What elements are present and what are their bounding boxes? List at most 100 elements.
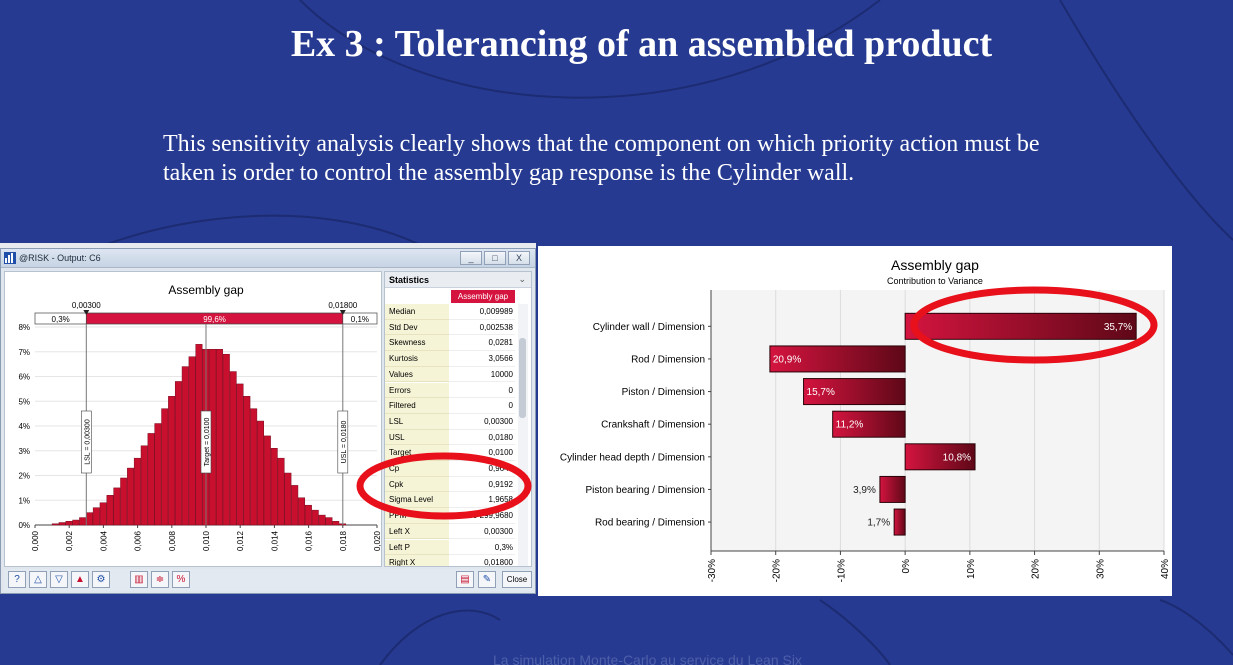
category-label: Rod / Dimension — [631, 354, 705, 365]
stats-row: Sigma Level 1,9658 — [385, 492, 517, 509]
histogram-bar — [216, 349, 223, 526]
marker-label: USL = 0,0180 — [341, 421, 348, 464]
percent-icon[interactable]: % — [172, 571, 190, 588]
histogram-bar — [332, 521, 340, 526]
x-tick-label: -20% — [772, 559, 783, 582]
right-probability-label: 0,1% — [351, 315, 369, 324]
maximize-button[interactable]: □ — [484, 251, 506, 265]
stats-row: Skewness 0,0281 — [385, 335, 517, 352]
histogram-bar — [243, 396, 251, 526]
y-tick-label: 2% — [18, 472, 30, 481]
stats-row: Filtered 0 — [385, 398, 517, 414]
stats-row: Cpk 0,9192 — [385, 476, 517, 493]
histogram-bar — [222, 353, 230, 526]
x-tick-label: 10% — [966, 559, 977, 579]
stats-value: 0,00300 — [449, 414, 515, 430]
stats-row: Std Dev 0,002538 — [385, 319, 517, 336]
tornado-title: Assembly gap — [891, 257, 979, 273]
histogram-bar — [99, 502, 107, 526]
stats-key: Kurtosis — [385, 351, 449, 367]
histogram-bar — [86, 512, 93, 526]
scrollbar-thumb[interactable] — [519, 338, 526, 418]
histogram-bar — [304, 504, 312, 526]
window-toolbar: ? △ ▽ ▲ ⚙ ▥ ≑ % ▤ ✎ Close — [4, 569, 532, 591]
edit-icon[interactable]: ✎ — [478, 571, 496, 588]
stats-key: Sigma Level — [385, 492, 449, 509]
stats-value: 0,009989 — [449, 304, 515, 320]
tornado-bar — [879, 475, 906, 503]
y-tick-label: 4% — [18, 422, 30, 431]
tornado-bar — [893, 508, 906, 536]
right-delimiter-handle[interactable] — [339, 310, 346, 315]
triangle-icon[interactable]: ▲ — [71, 571, 89, 588]
histogram-bar — [58, 522, 66, 526]
report-icon[interactable]: ▤ — [456, 571, 474, 588]
stats-key: LSL — [385, 413, 449, 430]
category-label: Rod bearing / Dimension — [595, 518, 705, 529]
window-close-button[interactable]: X — [508, 251, 530, 265]
histogram-icon[interactable]: ▥ — [130, 571, 148, 588]
funnel-icon[interactable]: ▽ — [50, 571, 68, 588]
marker-label-box — [337, 410, 349, 474]
close-button[interactable]: Close — [502, 571, 532, 588]
right-probability-band — [342, 312, 378, 325]
histogram-bar — [168, 396, 176, 526]
slide-body-text: This sensitivity analysis clearly shows … — [163, 131, 1040, 186]
statistics-scrollbar[interactable] — [518, 304, 528, 566]
x-tick-label: 0,004 — [99, 530, 108, 551]
histogram-bar — [65, 521, 73, 526]
statistics-header: Statistics ⌄ — [385, 272, 531, 288]
histogram-bar — [51, 523, 59, 526]
stats-row: Values 10000 — [385, 366, 517, 383]
x-tick-label: 0,020 — [373, 530, 381, 551]
settings-icon[interactable]: ⚙ — [92, 571, 110, 588]
tornado-subtitle: Contribution to Variance — [887, 276, 983, 286]
histogram-bar — [127, 467, 135, 526]
stats-key: Std Dev — [385, 319, 449, 336]
window-titlebar[interactable]: @RISK - Output: C6 _ □ X — [1, 249, 535, 268]
stats-row: PPM 49 299,9680 — [385, 508, 517, 524]
chevron-down-icon[interactable]: ⌄ — [518, 274, 526, 284]
bar-value-label: 1,7% — [867, 518, 890, 529]
tornado-chart: Assembly gap Contribution to Variance -30%… — [560, 257, 1171, 582]
histogram-bar — [120, 477, 128, 526]
stats-row: Kurtosis 3,0566 — [385, 351, 517, 367]
stats-row: Left X 0,00300 — [385, 523, 517, 540]
y-tick-label: 0% — [18, 521, 30, 530]
stats-key: Filtered — [385, 398, 449, 414]
minimize-button[interactable]: _ — [460, 251, 482, 265]
category-label: Piston bearing / Dimension — [585, 485, 705, 496]
window-title: @RISK - Output: C6 — [19, 253, 101, 263]
left-delimiter-handle[interactable] — [83, 310, 90, 315]
stats-row: USL 0,0180 — [385, 429, 517, 446]
stats-value: 0,0180 — [449, 430, 515, 446]
histogram-bar — [263, 435, 271, 526]
middle-probability-label: 99,6% — [203, 315, 226, 324]
stats-value: 0,01800 — [449, 555, 515, 566]
distribution-icon[interactable]: △ — [29, 571, 47, 588]
tornado-icon[interactable]: ≑ — [151, 571, 169, 588]
stats-row: Median 0,009989 — [385, 304, 517, 320]
stats-key: Median — [385, 304, 449, 320]
left-probability-label: 0,3% — [52, 315, 70, 324]
y-tick-label: 7% — [18, 348, 30, 357]
stats-key: Skewness — [385, 335, 449, 352]
help-icon[interactable]: ? — [8, 571, 26, 588]
stats-value: 0 — [449, 398, 515, 414]
stats-value: 0,9192 — [449, 477, 515, 493]
x-tick-label: 0,018 — [339, 530, 348, 551]
stats-key: USL — [385, 429, 449, 446]
x-tick-label: 0% — [901, 559, 912, 574]
category-label: Cylinder wall / Dimension — [593, 322, 705, 333]
histogram-bar — [291, 485, 299, 526]
stats-key: Errors — [385, 382, 449, 399]
marker-label-box — [81, 410, 92, 474]
histogram-title: Assembly gap — [168, 283, 244, 297]
stats-key: Values — [385, 366, 449, 383]
histogram-bar — [270, 448, 278, 526]
x-tick-label: 20% — [1031, 559, 1042, 579]
y-tick-label: 5% — [18, 397, 30, 406]
histogram-bar — [140, 445, 148, 526]
x-tick-label: 0,010 — [202, 530, 211, 551]
histogram-bar — [325, 517, 333, 526]
